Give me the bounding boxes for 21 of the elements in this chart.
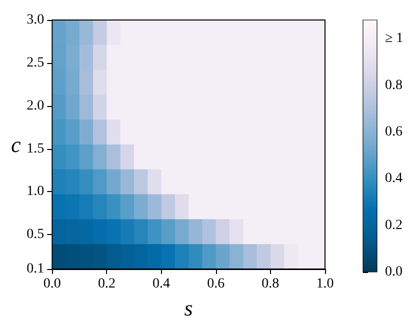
x-tick-label: 0.2 (98, 276, 116, 292)
x-axis-title: s (184, 296, 193, 320)
x-tick-label: 0.4 (152, 276, 170, 292)
y-tick-label: 2.5 (26, 55, 44, 70)
color-bar-label: ≥ 1 (385, 31, 404, 46)
y-tick-label: 1.0 (26, 184, 44, 200)
x-tick-label: 0.0 (43, 276, 61, 292)
y-tick-label: 1.5 (26, 141, 44, 156)
y-tick-label: 0.1 (26, 262, 44, 276)
y-tick-label: 2.0 (26, 98, 44, 114)
color-bar-label: 0.0 (385, 264, 402, 280)
color-bar-label: 0.2 (385, 218, 402, 233)
x-tick-label: 1.0 (316, 276, 334, 292)
color-bar-label: 0.8 (385, 78, 402, 93)
color-bar-label: 0.6 (385, 124, 402, 140)
color-bar-label: 0.4 (385, 171, 402, 186)
y-tick-label: 0.5 (26, 227, 44, 242)
y-axis-title: c (11, 132, 21, 157)
x-tick-label: 0.8 (262, 276, 280, 292)
y-tick-label: 3.0 (26, 12, 44, 28)
x-tick-label: 0.6 (207, 276, 225, 292)
